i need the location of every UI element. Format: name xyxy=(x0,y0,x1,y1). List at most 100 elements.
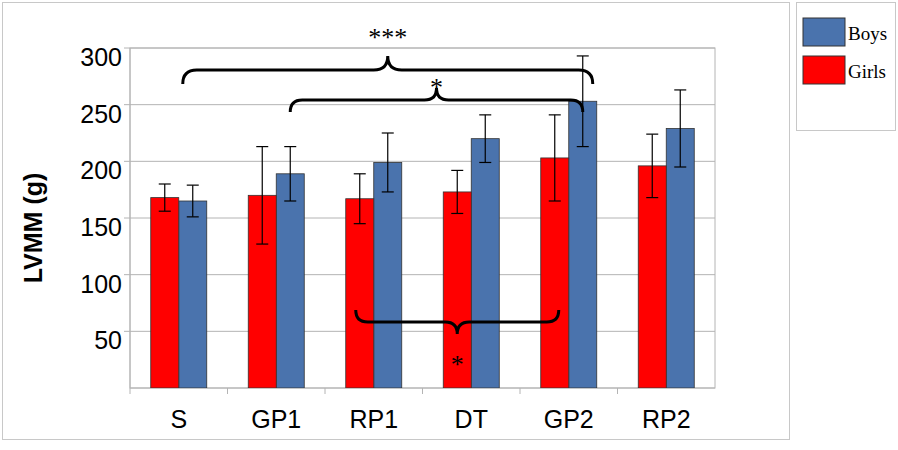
error-bar-stem xyxy=(359,174,360,224)
y-axis xyxy=(130,48,131,388)
error-bar-cap xyxy=(159,183,171,184)
legend-label: Girls xyxy=(848,61,886,82)
legend-swatch xyxy=(803,18,845,46)
tick-mark xyxy=(124,218,130,219)
bars xyxy=(151,56,695,388)
grid-line xyxy=(130,218,715,219)
error-bar xyxy=(451,170,463,213)
significance-brace xyxy=(356,310,559,334)
error-bar-stem xyxy=(290,147,291,201)
legend: Boys Girls xyxy=(797,3,896,131)
significance-label: *** xyxy=(368,23,407,52)
legend-label: Boys xyxy=(848,23,887,44)
y-tick-label: 100 xyxy=(80,270,122,298)
x-tick xyxy=(617,388,618,394)
error-bar xyxy=(646,134,658,197)
y-tick-label: 50 xyxy=(94,326,122,354)
tick-mark xyxy=(124,331,130,332)
error-bar xyxy=(159,184,171,211)
grid-line xyxy=(130,48,715,49)
grid-line xyxy=(130,104,715,105)
y-tick-label: 250 xyxy=(80,100,122,128)
bar xyxy=(179,201,207,388)
x-tick xyxy=(520,388,521,394)
error-bar-stem xyxy=(554,115,555,201)
bar xyxy=(471,139,499,388)
error-bar-stem xyxy=(652,134,653,197)
error-bar xyxy=(256,147,268,244)
bar xyxy=(443,192,471,388)
error-bar-cap xyxy=(354,173,366,174)
chart-frame xyxy=(3,3,790,440)
legend-swatch xyxy=(803,56,845,84)
significance-label: * xyxy=(451,350,464,379)
error-bar xyxy=(354,174,366,224)
error-bar-stem xyxy=(192,185,193,217)
error-bar-stem xyxy=(262,147,263,244)
tick-mark xyxy=(124,104,130,105)
tick-mark xyxy=(124,274,130,275)
grid-line xyxy=(130,161,715,162)
error-bar-cap xyxy=(549,114,561,115)
x-tick-label: DT xyxy=(455,405,488,433)
error-bar-cap xyxy=(284,200,296,201)
error-bar-cap xyxy=(256,243,268,244)
error-bar-stem xyxy=(485,115,486,163)
x-tick-label: GP2 xyxy=(544,405,594,433)
error-bar-cap xyxy=(479,162,491,163)
y-tick-label: 200 xyxy=(80,156,122,184)
grid-line xyxy=(130,274,715,275)
error-bar xyxy=(479,115,491,163)
error-bar-cap xyxy=(382,191,394,192)
error-bar-cap xyxy=(479,114,491,115)
x-tick xyxy=(227,388,228,394)
error-bar-stem xyxy=(387,133,388,192)
error-bar-cap xyxy=(284,146,296,147)
error-bar-cap xyxy=(382,132,394,133)
bar xyxy=(666,128,694,388)
error-bar xyxy=(549,115,561,201)
error-bar-cap xyxy=(354,223,366,224)
error-bar-cap xyxy=(159,211,171,212)
x-tick-label: S xyxy=(170,405,187,433)
x-tick-label: RP1 xyxy=(349,405,398,433)
bar xyxy=(374,162,402,388)
chart: 50 100 150 200 250 300 S GP1 RP1 DT GP2 RP2 LVMM (g)… xyxy=(0,0,898,450)
error-bar-cap xyxy=(256,146,268,147)
x-tick-label: GP1 xyxy=(251,405,301,433)
error-bar-cap xyxy=(577,146,589,147)
tick-mark xyxy=(124,48,130,49)
error-bar-stem xyxy=(457,170,458,213)
y-tick-label: 300 xyxy=(80,43,122,71)
error-bar-cap xyxy=(674,89,686,90)
error-bar xyxy=(187,185,199,217)
error-bar-cap xyxy=(451,170,463,171)
x-tick xyxy=(130,388,131,394)
error-bar-cap xyxy=(451,213,463,214)
error-bar-cap xyxy=(577,55,589,56)
bar xyxy=(346,199,374,388)
significance-brace xyxy=(183,56,593,84)
error-bar xyxy=(284,147,296,201)
x-tick xyxy=(325,388,326,394)
tick-mark xyxy=(124,161,130,162)
bar xyxy=(276,174,304,388)
y-tick-label: 150 xyxy=(80,213,122,241)
grid-line xyxy=(130,331,715,332)
legend-box xyxy=(797,3,896,131)
error-bar-cap xyxy=(646,134,658,135)
y-axis-label: LVMM (g) xyxy=(19,173,47,284)
error-bar-stem xyxy=(680,90,681,167)
x-tick-label: RP2 xyxy=(642,405,691,433)
error-bar xyxy=(382,133,394,192)
error-bar-cap xyxy=(187,216,199,217)
bar xyxy=(638,166,666,388)
bar xyxy=(151,198,179,388)
plot-frame xyxy=(130,48,715,388)
error-bar-cap xyxy=(674,166,686,167)
error-bar xyxy=(674,90,686,167)
error-bar-stem xyxy=(164,184,165,211)
significance-label: * xyxy=(430,73,443,102)
error-bar-cap xyxy=(646,197,658,198)
error-bar-cap xyxy=(187,185,199,186)
